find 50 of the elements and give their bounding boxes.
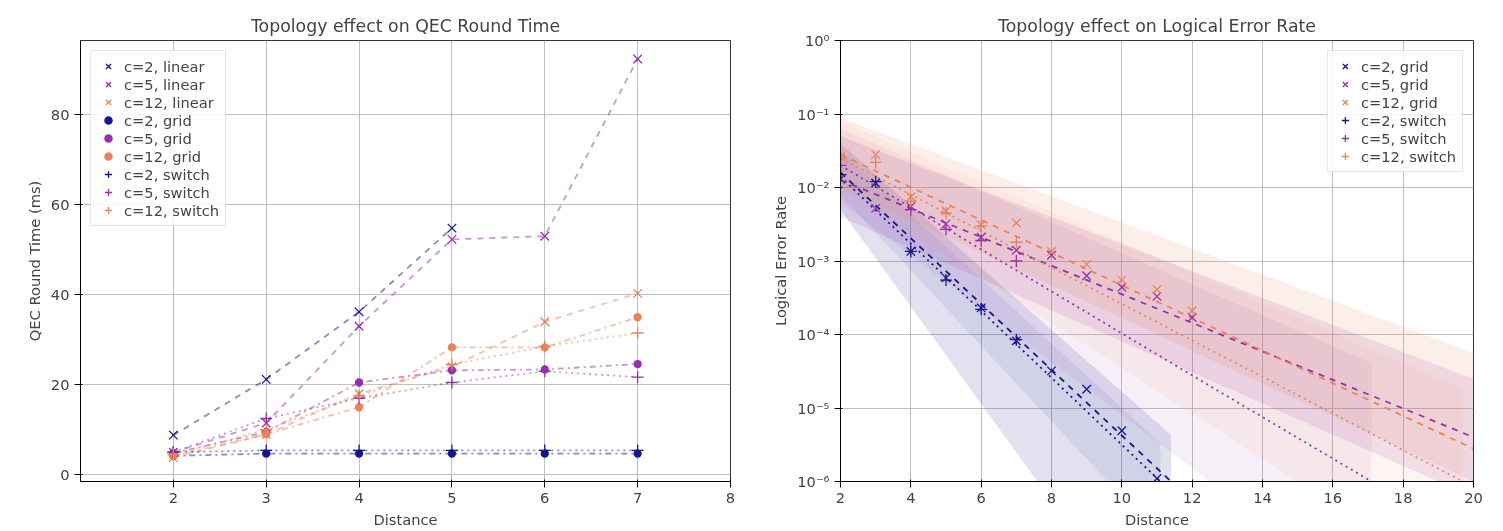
y-axis-title: QEC Round Time (ms) [25,180,43,342]
y-tick-label: 10⁻⁶ [797,473,830,490]
x-tick-label: 4 [354,488,364,506]
legend-label: c=2, switch [1360,111,1447,129]
x-tick-label: 16 [1323,488,1343,506]
x-tick-label: 12 [1182,488,1202,506]
y-tick-label: 10⁻⁵ [797,399,830,417]
x-tick-label: 10 [1112,488,1132,506]
x-tick-label: 8 [725,488,736,506]
chart-title: Topology effect on Logical Error Rate [997,15,1316,36]
x-tick-label: 6 [540,488,550,506]
y-axis-title: Logical Error Rate [772,195,790,326]
legend-label: c=5, grid [1360,75,1429,93]
y-tick-label: 10⁻³ [797,252,830,270]
legend-label: c=12, linear [124,93,214,111]
legend-label: c=2, grid [1360,57,1429,75]
legend-label: c=2, switch [124,165,210,183]
y-tick-label: 0 [60,465,70,483]
y-tick-label: 80 [50,105,70,123]
x-axis-title: Distance [1124,510,1190,528]
y-tick-label: 10⁻¹ [797,105,830,123]
chart-title: Topology effect on QEC Round Time [249,15,561,36]
x-tick-label: 4 [906,488,916,506]
y-tick-label: 10⁻² [797,179,830,196]
legend-label: c=2, linear [124,57,205,75]
y-tick-label: 10⁻⁴ [797,326,830,343]
y-tick-label: 10⁰ [804,32,830,49]
y-tick-label: 20 [50,375,70,393]
legend-label: c=12, switch [1360,147,1456,165]
x-axis-title: Distance [373,510,438,528]
y-tick-label: 40 [50,285,70,303]
legend-label: c=5, grid [124,129,192,147]
x-tick-label: 3 [261,488,271,506]
x-tick-label: 6 [976,488,986,506]
x-tick-label: 8 [1046,488,1057,506]
legend-label: c=12, grid [124,147,202,165]
legend-label: c=5, switch [1360,129,1447,147]
legend-label: c=5, linear [124,75,205,93]
x-tick-label: 2 [835,488,846,506]
x-tick-label: 7 [632,488,643,506]
x-tick-label: 2 [168,488,179,506]
x-tick-label: 18 [1393,488,1413,506]
legend-label: c=12, grid [1360,93,1438,111]
y-tick-label: 60 [50,195,70,213]
x-tick-label: 20 [1464,488,1483,506]
x-tick-label: 5 [447,488,457,506]
legend-label: c=2, grid [124,111,192,129]
legend-label: c=12, switch [124,201,220,219]
x-tick-label: 14 [1253,488,1272,506]
legend-label: c=5, switch [124,183,210,201]
